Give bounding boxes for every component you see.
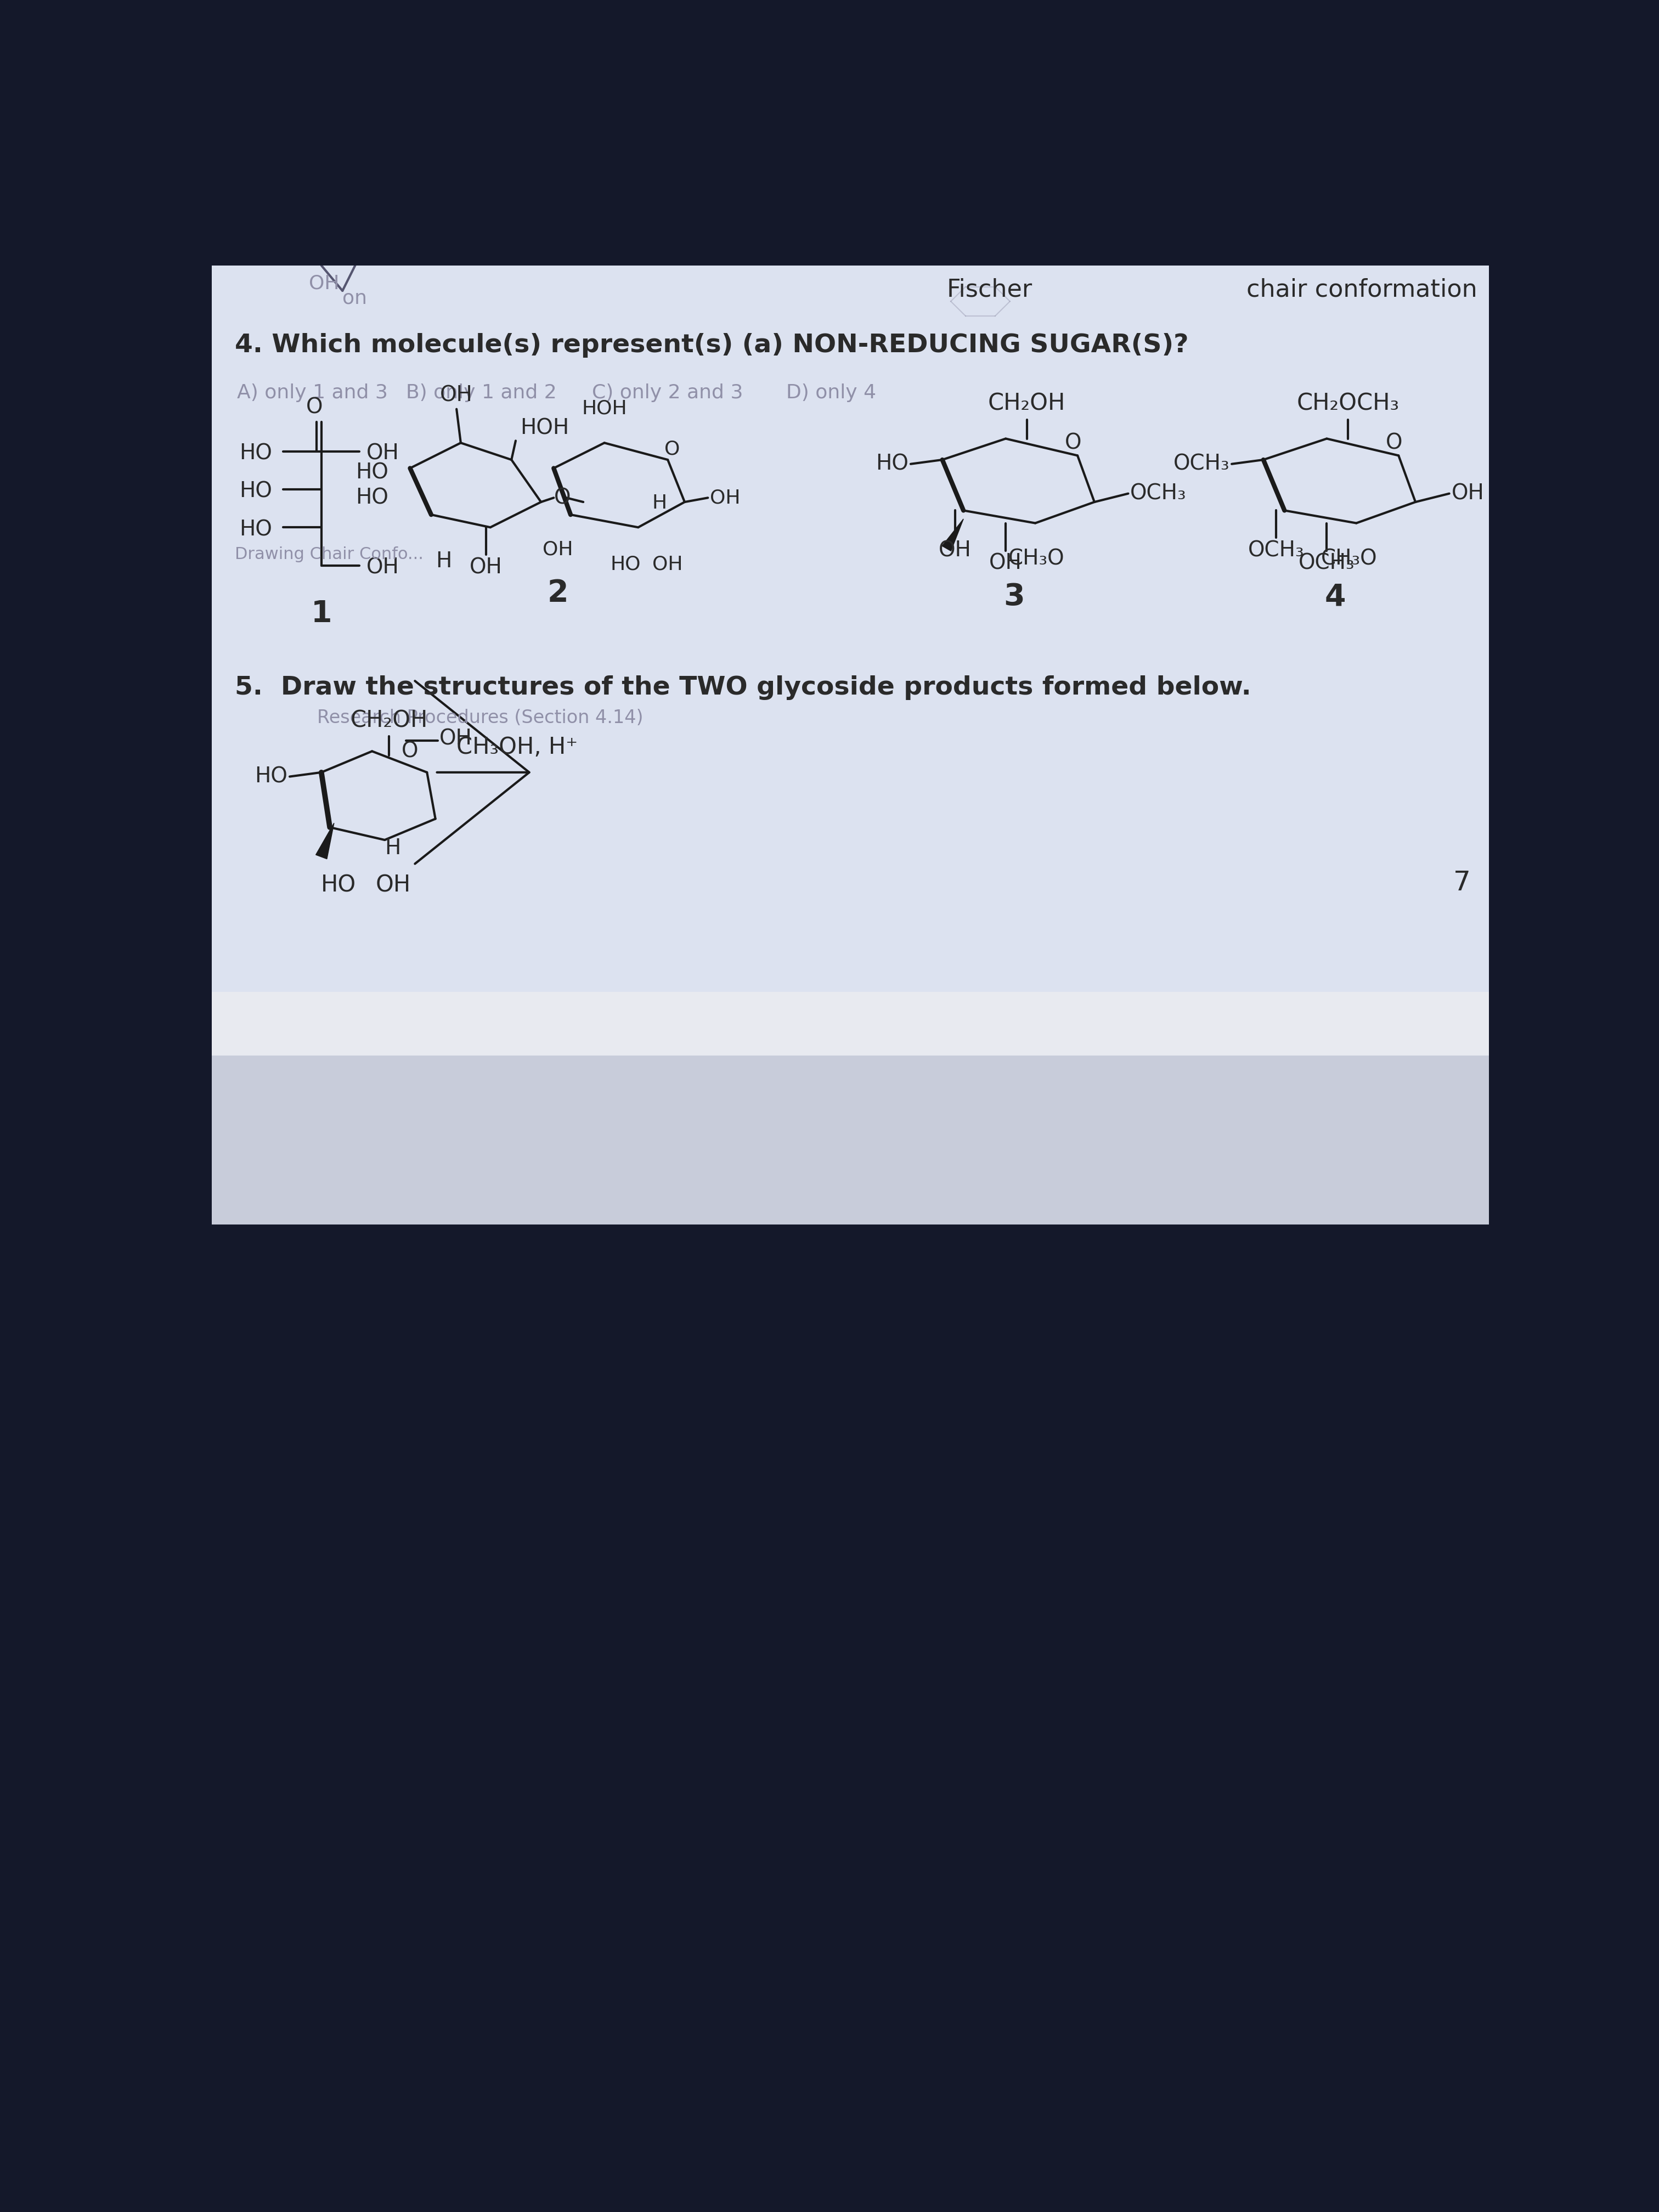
Text: OH: OH bbox=[309, 274, 338, 292]
Text: OH: OH bbox=[440, 385, 473, 405]
Text: HO: HO bbox=[876, 453, 909, 473]
Text: OH: OH bbox=[710, 489, 740, 507]
Text: OCH₃: OCH₃ bbox=[1299, 553, 1355, 573]
Text: 2: 2 bbox=[547, 577, 569, 608]
Text: HO: HO bbox=[255, 765, 287, 787]
Text: 3: 3 bbox=[1004, 582, 1025, 613]
Text: HO: HO bbox=[239, 520, 272, 540]
Text: OCH₃: OCH₃ bbox=[1173, 453, 1229, 473]
Text: H: H bbox=[385, 838, 401, 858]
Text: HOH: HOH bbox=[519, 418, 569, 438]
Text: 4: 4 bbox=[1324, 582, 1345, 613]
Text: CH₂OH: CH₂OH bbox=[350, 710, 428, 732]
Text: HO: HO bbox=[239, 442, 272, 465]
Text: CH₃OH, H⁺: CH₃OH, H⁺ bbox=[456, 734, 577, 759]
Text: OCH₃: OCH₃ bbox=[1248, 540, 1304, 562]
Text: OH: OH bbox=[989, 553, 1022, 573]
Bar bbox=[212, 1055, 1490, 1225]
Text: OH: OH bbox=[367, 442, 400, 465]
Text: OH: OH bbox=[939, 540, 972, 562]
Polygon shape bbox=[315, 823, 333, 858]
Text: HO: HO bbox=[611, 555, 640, 573]
Text: Research Procedures (Section 4.14): Research Procedures (Section 4.14) bbox=[317, 710, 644, 728]
Text: Fischer: Fischer bbox=[947, 279, 1032, 301]
Text: OH: OH bbox=[1452, 482, 1485, 504]
Text: CH₂OCH₃: CH₂OCH₃ bbox=[1297, 392, 1399, 416]
Text: HO: HO bbox=[355, 487, 388, 509]
Text: B) only 1 and 2: B) only 1 and 2 bbox=[406, 383, 556, 403]
Text: 7: 7 bbox=[1453, 869, 1470, 896]
Text: on: on bbox=[342, 290, 367, 307]
Text: O: O bbox=[401, 741, 418, 761]
Text: D) only 4: D) only 4 bbox=[786, 383, 876, 403]
Text: CH₃O: CH₃O bbox=[1321, 549, 1377, 568]
Text: 5.  Draw the structures of the TWO glycoside products formed below.: 5. Draw the structures of the TWO glycos… bbox=[236, 675, 1251, 699]
Text: O: O bbox=[554, 487, 571, 509]
Text: OCH₃: OCH₃ bbox=[1130, 482, 1186, 504]
Text: O: O bbox=[1385, 431, 1404, 453]
Text: HO: HO bbox=[239, 480, 272, 502]
Text: H: H bbox=[436, 551, 451, 571]
Text: 4. Which molecule(s) represent(s) (a) NON-REDUCING SUGAR(S)?: 4. Which molecule(s) represent(s) (a) NO… bbox=[236, 334, 1188, 358]
Text: Drawing Chair Confo...: Drawing Chair Confo... bbox=[236, 546, 423, 562]
Text: OH: OH bbox=[542, 540, 572, 560]
Text: O: O bbox=[664, 440, 680, 458]
Text: A) only 1 and 3: A) only 1 and 3 bbox=[237, 383, 388, 403]
Text: C) only 2 and 3: C) only 2 and 3 bbox=[592, 383, 743, 403]
Text: OH: OH bbox=[375, 874, 411, 896]
Bar bbox=[212, 1194, 1490, 1969]
Text: 1: 1 bbox=[310, 599, 332, 628]
Text: O: O bbox=[1065, 431, 1082, 453]
Text: HO: HO bbox=[355, 462, 388, 482]
Text: CH₃O: CH₃O bbox=[1009, 549, 1065, 568]
Text: OH: OH bbox=[367, 557, 400, 577]
Text: HO: HO bbox=[320, 874, 357, 896]
Text: O: O bbox=[307, 396, 324, 418]
Text: HOH: HOH bbox=[582, 398, 627, 418]
Text: OH: OH bbox=[469, 557, 503, 577]
Bar bbox=[212, 265, 1490, 991]
Bar bbox=[212, 991, 1490, 1055]
Text: H: H bbox=[652, 493, 667, 513]
Text: OH: OH bbox=[440, 728, 473, 750]
Text: CH₂OH: CH₂OH bbox=[989, 392, 1065, 416]
Text: chair conformation: chair conformation bbox=[1246, 279, 1477, 301]
Bar bbox=[212, 991, 1490, 1245]
Text: OH: OH bbox=[652, 555, 684, 573]
Polygon shape bbox=[942, 520, 964, 551]
